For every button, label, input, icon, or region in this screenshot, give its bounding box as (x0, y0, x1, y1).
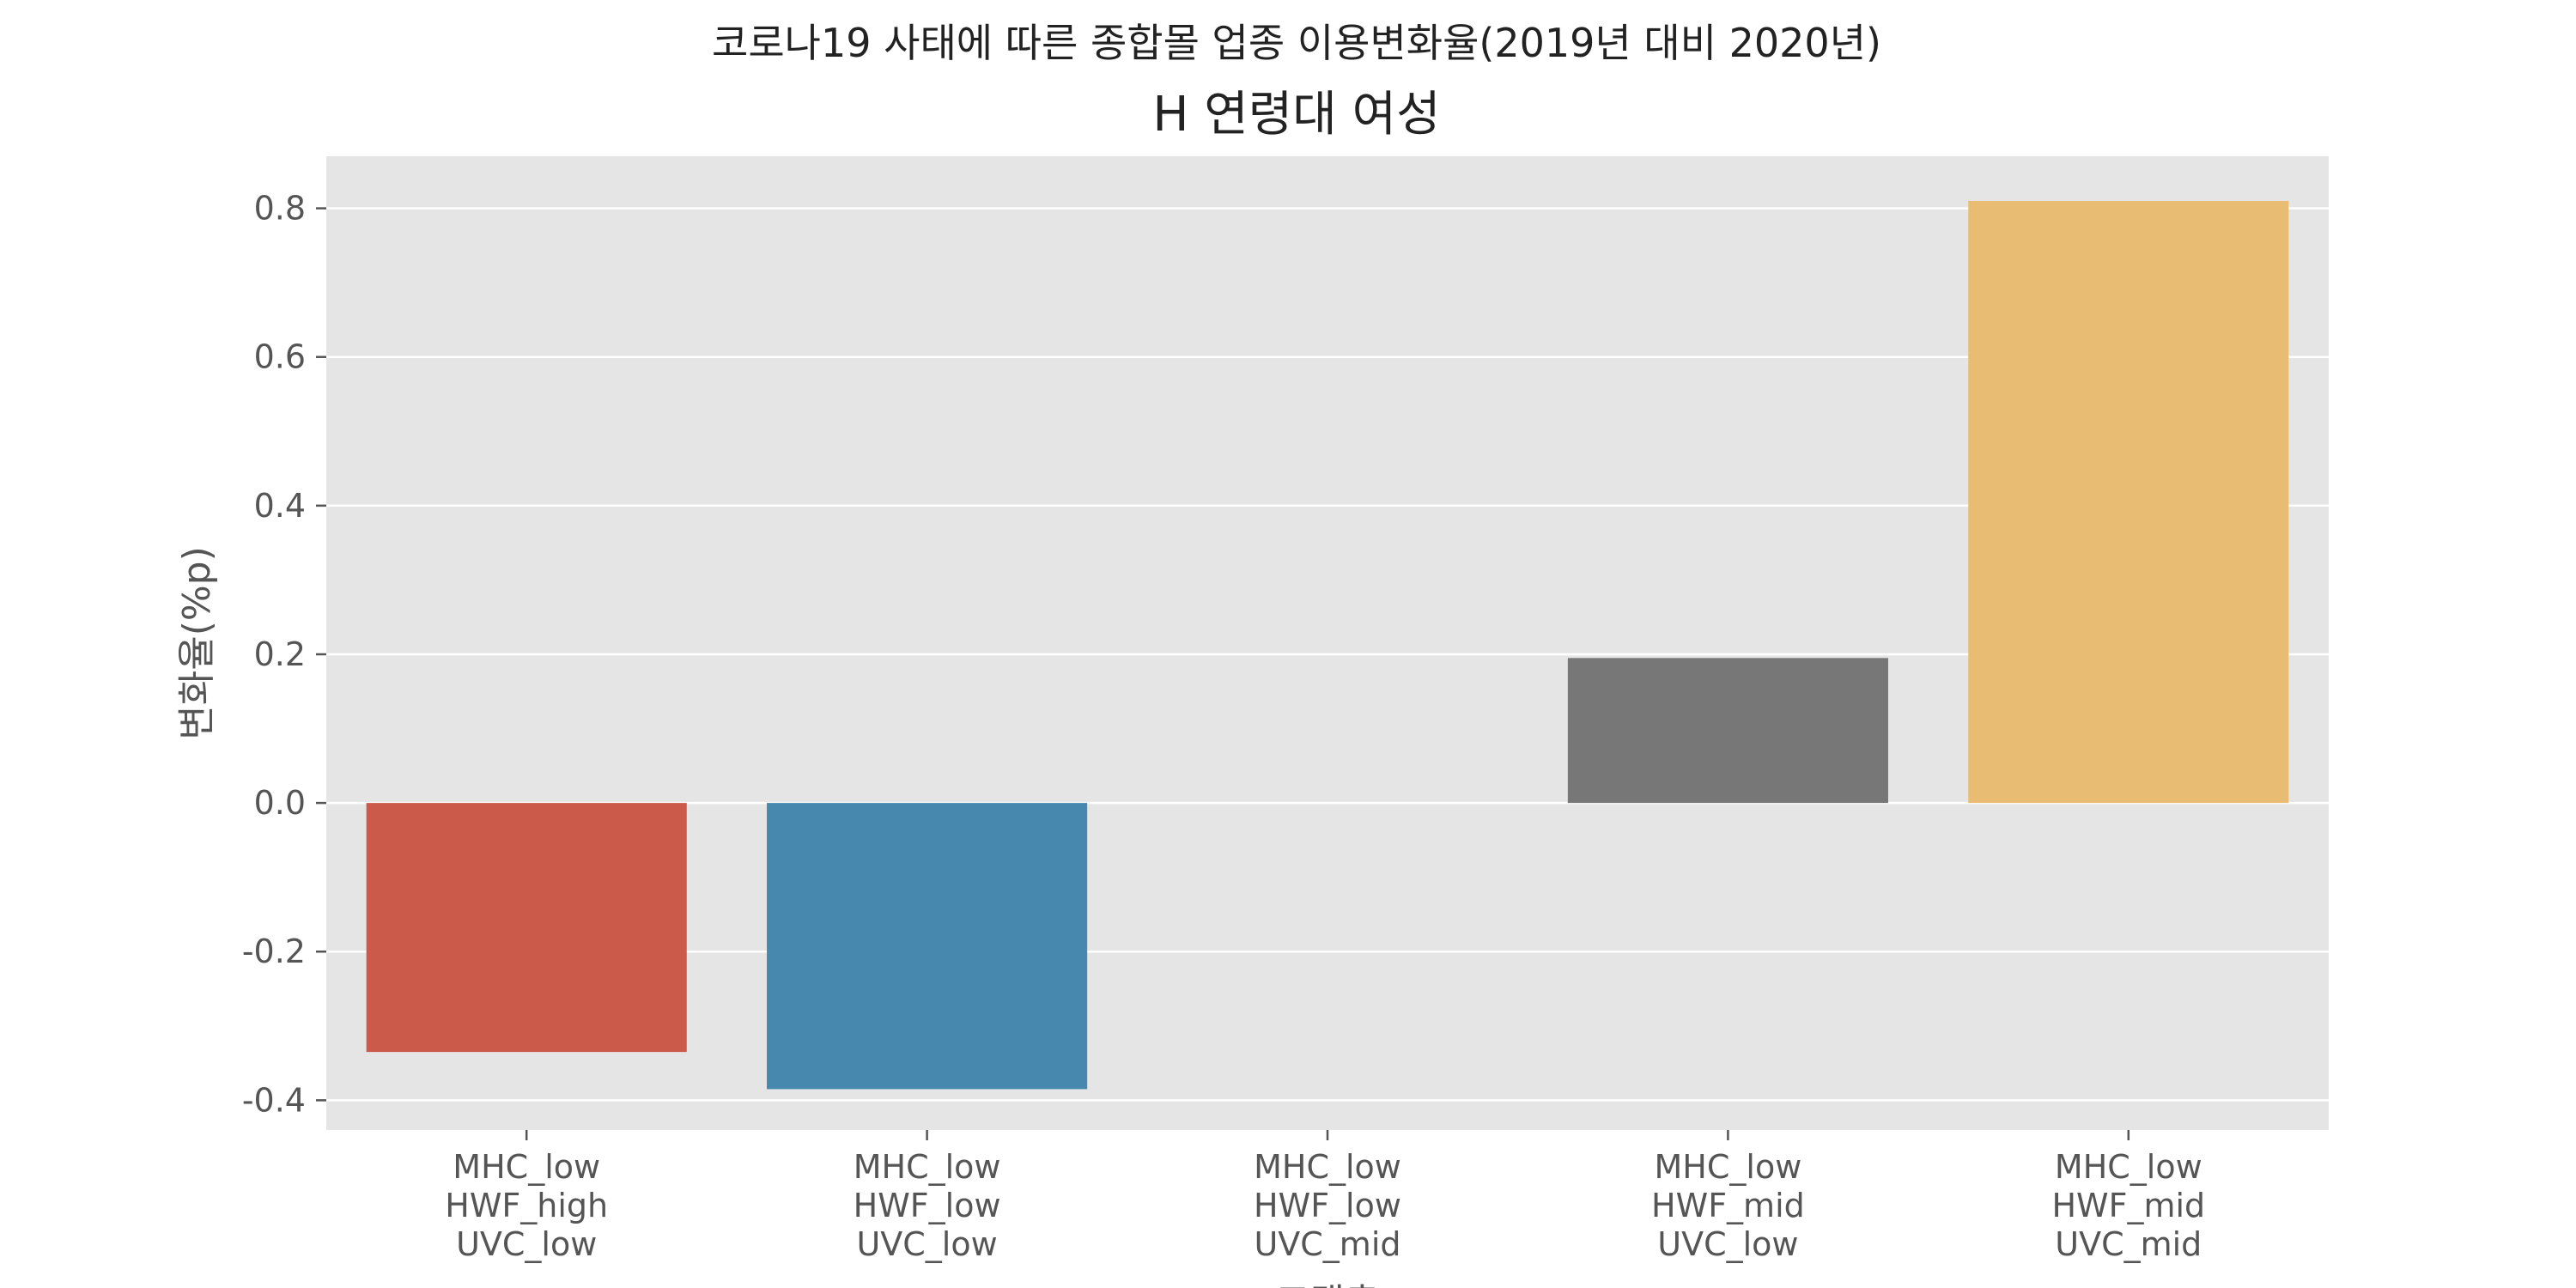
y-tick-label: 0.6 (254, 338, 306, 376)
y-tick-label: 0.4 (254, 487, 306, 525)
chart-title: H 연령대 여성 (1152, 87, 1440, 143)
y-axis-label: 변화율(%p) (175, 546, 219, 740)
y-tick-label: -0.4 (242, 1081, 306, 1119)
x-tick-label: MHC_low HWF_low UVC_mid (1254, 1148, 1401, 1263)
y-tick-label: 0.0 (254, 784, 306, 822)
x-tick-label: MHC_low HWF_high UVC_low (445, 1148, 608, 1263)
x-axis-label: 고객층 (1275, 1281, 1379, 1288)
y-tick-label: 0.2 (254, 635, 306, 673)
bar (366, 803, 687, 1053)
y-tick-label: -0.2 (242, 933, 306, 970)
bar (1968, 200, 2289, 804)
y-tick-label: 0.8 (254, 190, 306, 228)
x-tick-label: MHC_low HWF_mid UVC_low (1651, 1148, 1805, 1263)
bar (767, 803, 1088, 1090)
y-axis-ticks: -0.4 -0.2 0.0 0.2 0.4 0.6 0.8 (242, 190, 326, 1119)
bar (1567, 658, 1888, 804)
x-axis-ticks: MHC_low HWF_high UVC_low MHC_low HWF_low UVC_… (445, 1130, 2205, 1263)
x-tick-label: MHC_low HWF_low UVC_low (854, 1148, 1001, 1263)
x-tick-label: MHC_low HWF_mid UVC_mid (2051, 1148, 2205, 1263)
bars (366, 200, 2289, 1090)
chart-suptitle: 코로나19 사태에 따른 종합몰 업종 이용변화율(2019년 대비 2020년… (712, 20, 1881, 66)
